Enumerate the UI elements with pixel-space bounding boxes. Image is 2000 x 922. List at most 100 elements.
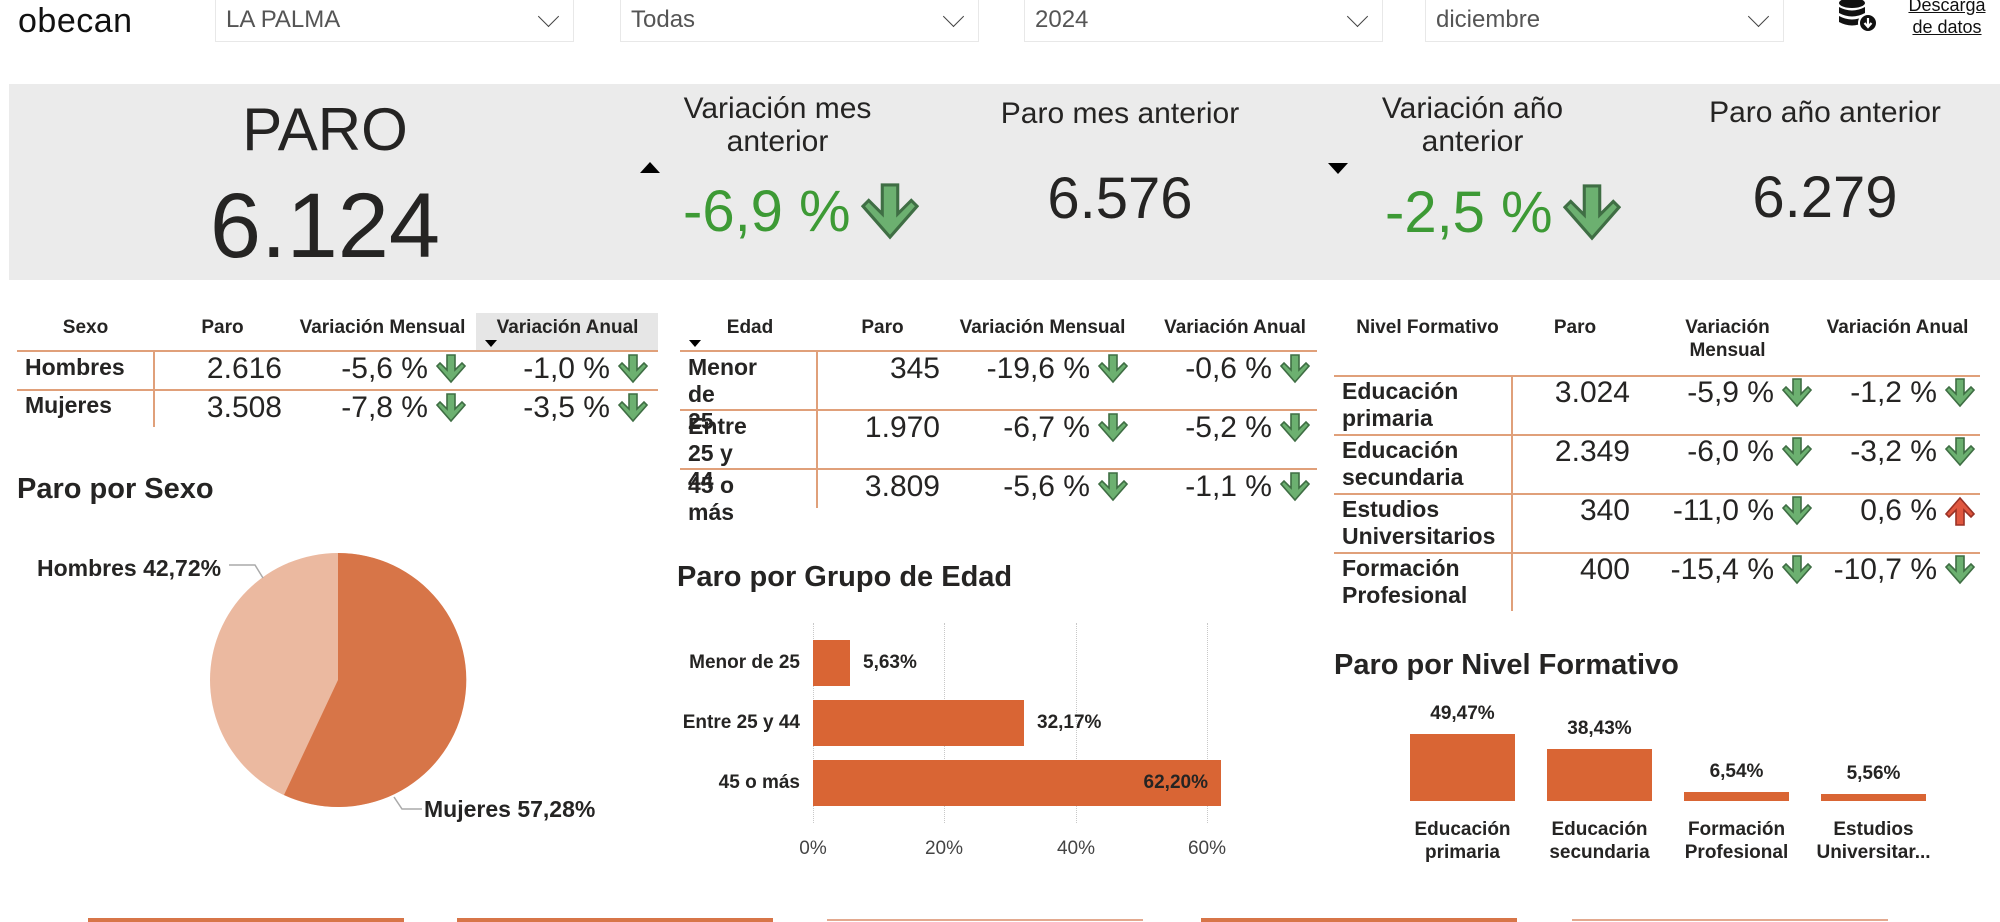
bar-label-menor25: Menor de 25 xyxy=(689,652,800,673)
kpi-var-mes-title-line1: Variación mes xyxy=(683,92,872,125)
kpi-var-anio-title: Variación año anterior xyxy=(1335,92,1610,158)
arrow-down-icon xyxy=(860,182,919,239)
slicer-year-value: 2024 xyxy=(1035,6,1089,33)
page-tab-4[interactable] xyxy=(1201,918,1517,922)
col-label-fp: Formación Profesional xyxy=(1684,819,1789,863)
kpi-var-mes-title-line2: anterior xyxy=(726,125,829,158)
page-tab-3[interactable] xyxy=(827,919,1143,921)
slicer-month[interactable]: diciembre xyxy=(1425,0,1784,42)
download-link-line1: Descarga xyxy=(1908,0,1986,15)
kpi-var-anio-value: -2,5 % xyxy=(1385,180,1553,245)
table-row-45mas-paro: 3.809 xyxy=(864,470,940,503)
pie-slice-mujeres xyxy=(284,552,467,807)
kpi-paro-anio-anterior-title: Paro año anterior xyxy=(1709,96,1941,129)
arrow-down-icon xyxy=(1562,183,1621,240)
col-header-paro[interactable]: Paro xyxy=(1553,317,1597,338)
divider xyxy=(680,468,1317,470)
table-row-fp-anual: -10,7 % xyxy=(1800,553,1975,587)
col-header-nivel-formativo[interactable]: Nivel Formativo xyxy=(1356,317,1499,338)
value: -3,2 % xyxy=(1850,435,1937,468)
bar-45mas[interactable] xyxy=(813,760,1221,806)
bar-menor25[interactable] xyxy=(813,640,850,686)
bar-entre25-44[interactable] xyxy=(813,700,1024,746)
cat-line2: Universitarios xyxy=(1342,523,1496,549)
col-header-edad[interactable]: Edad xyxy=(726,317,774,338)
col-bar-secundaria[interactable] xyxy=(1547,749,1652,801)
download-data-link[interactable]: Descarga de datos xyxy=(1904,0,1990,38)
kpi-var-anio-title-line1: Variación año xyxy=(1381,92,1564,125)
value: -5,2 % xyxy=(1185,411,1272,444)
table-row-45mas-anual: -1,1 % xyxy=(1130,470,1310,504)
arrow-down-icon xyxy=(1098,413,1128,443)
leader-line-hombres xyxy=(229,564,264,579)
table-row-secundaria-cat: Educación secundaria xyxy=(1342,437,1463,491)
table-row-hombres-cat: Hombres xyxy=(25,354,125,380)
cat-line1: 45 o más xyxy=(688,472,735,525)
pie-label-mujeres: Mujeres 57,28% xyxy=(424,796,596,822)
value: -15,4 % xyxy=(1670,553,1774,586)
arrow-down-icon xyxy=(1782,437,1812,467)
slicer-municipio-value: LA PALMA xyxy=(226,6,341,33)
cat-line1: Estudios xyxy=(1342,496,1440,522)
table-row-mujeres-cat: Mujeres xyxy=(25,392,112,418)
col-header-var-mensual[interactable]: Variación Mensual xyxy=(299,317,466,338)
col-bar-universitarios[interactable] xyxy=(1821,794,1926,801)
table-row-menor25-cat: Menor de 25 xyxy=(688,354,757,435)
value: -7,8 % xyxy=(341,391,428,424)
page-tab-2[interactable] xyxy=(457,918,773,922)
col-header-paro[interactable]: Paro xyxy=(201,317,244,338)
col-bar-fp[interactable] xyxy=(1684,792,1789,801)
leader-line-mujeres xyxy=(393,796,422,810)
value: -5,9 % xyxy=(1687,376,1774,409)
chevron-down-icon xyxy=(1346,7,1372,33)
col-header-var-mensual[interactable]: Variación Mensual xyxy=(1640,316,1815,362)
col-header-paro[interactable]: Paro xyxy=(861,317,904,338)
kpi-band xyxy=(9,84,2000,280)
pie-chart-sexo[interactable] xyxy=(200,545,480,820)
chevron-down-icon xyxy=(1747,7,1773,33)
table-row-universitarios-mensual: -11,0 % xyxy=(1640,494,1812,528)
cat-line1: Formación xyxy=(1342,555,1460,581)
value: -10,7 % xyxy=(1833,553,1937,586)
cat-line1: Menor de xyxy=(688,354,757,407)
col-header-var-anual[interactable]: Variación Anual xyxy=(1826,317,1969,338)
divider xyxy=(153,350,155,427)
col-bar-primaria[interactable] xyxy=(1410,734,1515,801)
kpi-var-mes: -6,9 % xyxy=(683,178,919,245)
table-row-45mas-cat: 45 o más xyxy=(688,472,734,526)
table-row-universitarios-cat: Estudios Universitarios xyxy=(1342,496,1495,550)
page-tab-5[interactable] xyxy=(1572,919,1888,921)
col-header-sexo[interactable]: Sexo xyxy=(62,317,109,338)
divider xyxy=(1334,552,1980,554)
obecan-logo: obecan xyxy=(18,2,133,40)
table-row-menor25-anual: -0,6 % xyxy=(1130,352,1310,386)
kpi-var-anio: -2,5 % xyxy=(1385,179,1621,246)
table-row-primaria-cat: Educación primaria xyxy=(1342,378,1458,432)
table-row-secundaria-paro: 2.349 xyxy=(1554,435,1630,468)
sort-up-icon xyxy=(640,162,660,173)
table-row-hombres-anual: -1,0 % xyxy=(470,352,648,386)
table-row-primaria-mensual: -5,9 % xyxy=(1640,376,1812,410)
kpi-paro-mes-anterior-value: 6.576 xyxy=(1047,166,1193,231)
col-header-var-anual[interactable]: Variación Anual xyxy=(1164,317,1306,338)
slicer-year[interactable]: 2024 xyxy=(1024,0,1383,42)
table-row-universitarios-anual: 0,6 % xyxy=(1800,494,1975,528)
kpi-paro-mes-anterior-title: Paro mes anterior xyxy=(1000,97,1240,130)
value: -6,7 % xyxy=(1003,411,1090,444)
kpi-var-mes-title: Variación mes anterior xyxy=(640,92,915,158)
table-row-secundaria-anual: -3,2 % xyxy=(1800,435,1975,469)
divider xyxy=(816,350,818,508)
slicer-sector[interactable]: Todas xyxy=(620,0,979,42)
col-header-var-anual[interactable]: Variación Anual xyxy=(496,317,639,338)
table-row-menor25-paro: 345 xyxy=(889,352,940,385)
page-tab-1[interactable] xyxy=(88,918,404,922)
divider xyxy=(680,350,1317,352)
sort-down-icon xyxy=(485,340,497,347)
col-header-var-mensual[interactable]: Variación Mensual xyxy=(959,317,1126,338)
database-download-icon[interactable] xyxy=(1836,0,1880,34)
value: 0,6 % xyxy=(1860,494,1937,527)
slicer-municipio[interactable]: LA PALMA xyxy=(215,0,574,42)
divider xyxy=(1334,493,1980,495)
table-row-fp-mensual: -15,4 % xyxy=(1640,553,1812,587)
sort-down-icon xyxy=(1328,163,1348,174)
